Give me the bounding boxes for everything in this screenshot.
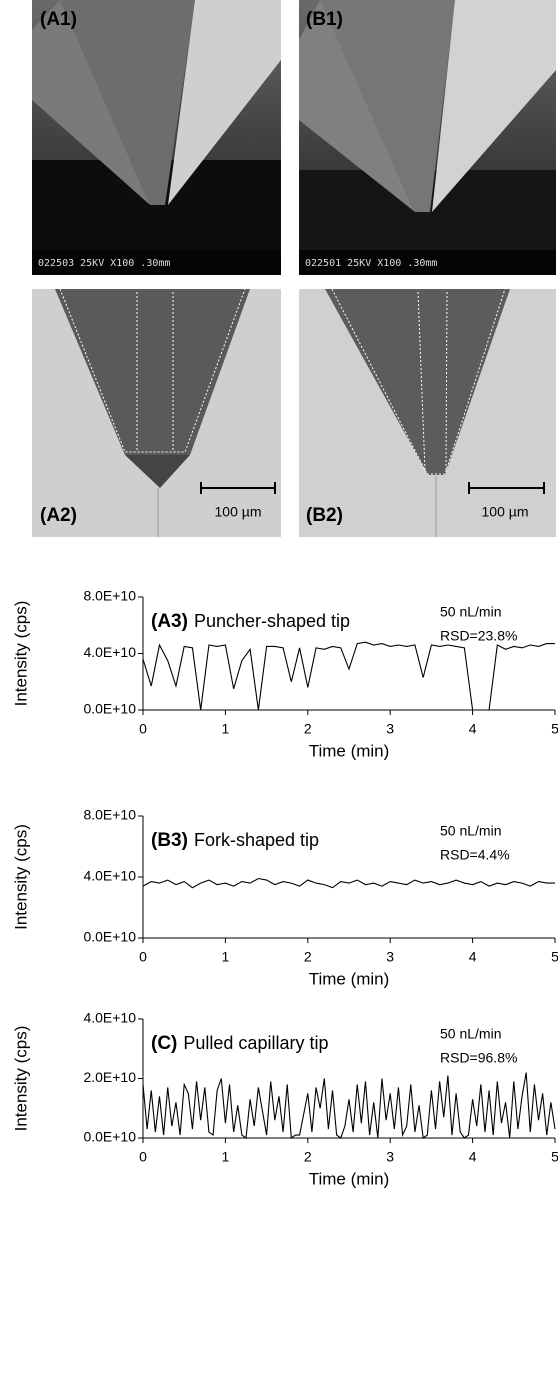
panel-label: (A3) (151, 611, 188, 632)
panel-label: (C) (151, 1033, 177, 1054)
y-tick-label: 2.0E+10 (83, 1069, 136, 1085)
x-tick-label: 2 (304, 1149, 312, 1165)
annotation: RSD=96.8% (440, 1050, 517, 1066)
y-axis-label: Intensity (cps) (11, 1026, 30, 1132)
x-tick-label: 1 (222, 949, 230, 965)
panel-label: (A2) (40, 505, 77, 526)
annotation: RSD=4.4% (440, 847, 510, 863)
chart-title: Pulled capillary tip (183, 1033, 328, 1053)
x-tick-label: 5 (551, 721, 558, 737)
chart-title: Fork-shaped tip (194, 830, 319, 850)
sem-face-left (60, 0, 195, 205)
sem-panel-b1: (B1) 022501 25KV X100 .30mm (299, 0, 556, 275)
x-tick-label: 5 (551, 1149, 558, 1165)
y-tick-label: 8.0E+10 (83, 588, 136, 604)
y-axis-label: Intensity (cps) (11, 824, 30, 930)
x-axis-label: Time (min) (309, 1169, 390, 1188)
sem-footer: 022501 25KV X100 .30mm (305, 258, 437, 269)
line-chart: 0.0E+10 4.0E+10 8.0E+10 0 1 2 3 4 5 Time (min) Int… (11, 588, 558, 761)
charts: 0.0E+10 4.0E+10 8.0E+10 0 1 2 3 4 5 Time (min) Int… (11, 588, 558, 1189)
outline (445, 291, 448, 471)
sem-face-far (299, 0, 415, 212)
x-tick-label: 3 (386, 949, 394, 965)
panel-label: (B2) (306, 505, 343, 526)
y-tick-label: 8.0E+10 (83, 807, 136, 823)
tip-shape (325, 289, 510, 475)
x-tick-label: 3 (386, 1149, 394, 1165)
x-tick-label: 3 (386, 721, 394, 737)
y-axis-label: Intensity (cps) (11, 601, 30, 707)
x-tick-label: 0 (139, 721, 147, 737)
annotation: 50 nL/min (440, 823, 501, 839)
outline (331, 288, 506, 475)
sem-face-far (32, 0, 150, 205)
scale-label: 100 µm (482, 504, 529, 520)
sem-face-right (168, 0, 281, 205)
y-tick-label: 4.0E+10 (83, 1010, 136, 1026)
tip-end (125, 455, 190, 488)
panel-label: (B3) (151, 830, 188, 851)
y-tick-label: 0.0E+10 (83, 701, 136, 717)
x-tick-label: 4 (469, 721, 477, 737)
panel-label: (B1) (306, 9, 343, 30)
annotation: 50 nL/min (440, 1026, 501, 1042)
optical-panel-a2: (A2) 100 µm (32, 288, 281, 537)
sem-footer-bar (32, 250, 281, 275)
x-tick-label: 4 (469, 1149, 477, 1165)
x-tick-label: 0 (139, 949, 147, 965)
x-tick-label: 1 (222, 721, 230, 737)
outline (59, 288, 246, 453)
sem-panel-a1: (A1) 022503 25KV X100 .30mm (32, 0, 281, 275)
x-axis-label: Time (min) (309, 969, 390, 988)
line-chart: 0.0E+10 4.0E+10 8.0E+10 0 1 2 3 4 5 Time (min) Int… (11, 807, 558, 989)
chart-title: Puncher-shaped tip (194, 611, 350, 631)
x-tick-label: 1 (222, 1149, 230, 1165)
data-line (142, 1072, 556, 1140)
optical-panel-b2: (B2) 100 µm (299, 288, 556, 537)
y-tick-label: 0.0E+10 (83, 929, 136, 945)
x-tick-label: 4 (469, 949, 477, 965)
scale-label: 100 µm (215, 504, 262, 520)
x-axis-label: Time (min) (309, 741, 390, 760)
data-line (142, 877, 555, 889)
sem-footer-bar (299, 250, 556, 275)
panel-label: (A1) (40, 9, 77, 30)
y-tick-label: 4.0E+10 (83, 644, 136, 660)
sem-face-right (432, 0, 556, 212)
y-tick-label: 4.0E+10 (83, 868, 136, 884)
y-tick-label: 0.0E+10 (83, 1129, 136, 1145)
outline (417, 291, 426, 471)
sem-footer: 022503 25KV X100 .30mm (38, 258, 170, 269)
line-chart: 0.0E+10 2.0E+10 4.0E+10 0 1 2 3 4 5 Time (min) Int… (11, 1010, 558, 1189)
x-tick-label: 2 (304, 949, 312, 965)
x-tick-label: 5 (551, 949, 558, 965)
annotation: 50 nL/min (440, 604, 501, 620)
tip-shape (55, 289, 250, 455)
x-tick-label: 0 (139, 1149, 147, 1165)
annotation: RSD=23.8% (440, 628, 517, 644)
data-line (142, 641, 555, 711)
sem-face-left (320, 0, 455, 212)
x-tick-label: 2 (304, 721, 312, 737)
